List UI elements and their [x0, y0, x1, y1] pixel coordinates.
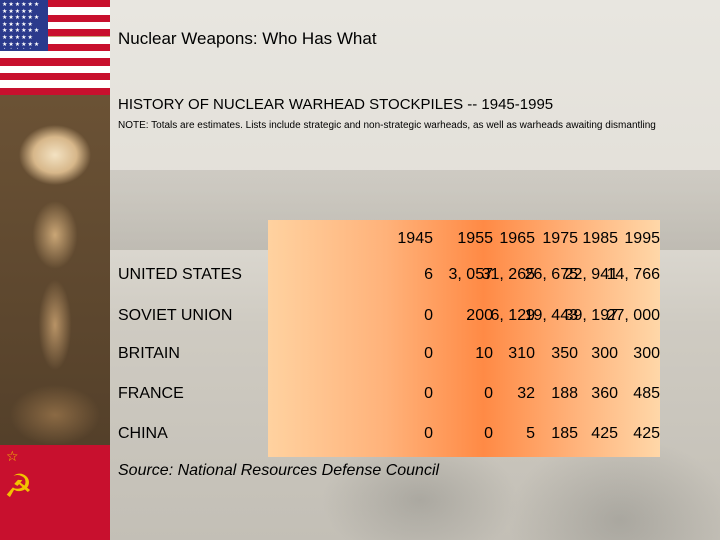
table-cell: 32 [517, 385, 535, 402]
year-header: 1975 [542, 230, 578, 247]
flag-canton: ★★★★★★ ★★★★★ ★★★★★★ ★★★★★ ★★★★★★ ★★★★★ ★… [0, 0, 48, 51]
year-header: 1985 [582, 230, 618, 247]
table-cell: 485 [633, 385, 660, 402]
table-cell: 6 [424, 266, 433, 283]
table-cell: 26, 675 [524, 266, 578, 283]
table-highlight [268, 220, 660, 457]
country-label: SOVIET UNION [118, 307, 233, 324]
table-cell: 5 [526, 425, 535, 442]
table-cell: 300 [591, 345, 618, 362]
table-cell: 425 [591, 425, 618, 442]
table-cell: 0 [424, 307, 433, 324]
table-row: UNITED STATES 6 3, 057 31, 265 26, 675 2… [118, 266, 663, 290]
table-cell: 310 [508, 345, 535, 362]
table-cell: 19, 443 [524, 307, 578, 324]
table-cell: 200 [466, 307, 493, 324]
source-note: Source: National Resources Defense Counc… [118, 462, 440, 479]
table-cell: 0 [484, 425, 493, 442]
soviet-star-icon: ☆ [6, 449, 19, 465]
table-header-row: 1945 1955 1965 1975 1985 1995 [118, 230, 663, 254]
table-row: BRITAIN 0 10 310 350 300 300 [118, 345, 663, 369]
year-header: 1965 [499, 230, 535, 247]
year-header: 1995 [624, 230, 660, 247]
flag-stars-icon: ★★★★★★ ★★★★★ ★★★★★★ ★★★★★ ★★★★★★ ★★★★★ ★… [2, 2, 41, 49]
table-cell: 425 [633, 425, 660, 442]
year-header: 1945 [397, 230, 433, 247]
table-cell: 0 [424, 345, 433, 362]
mushroom-cloud-image [0, 95, 110, 445]
country-label: BRITAIN [118, 345, 180, 362]
table-cell: 14, 766 [606, 266, 660, 283]
table-cell: 22, 941 [564, 266, 618, 283]
table-cell: 300 [633, 345, 660, 362]
table-cell: 0 [424, 425, 433, 442]
country-label: CHINA [118, 425, 168, 442]
country-label: UNITED STATES [118, 266, 242, 283]
table-cell: 10 [475, 345, 493, 362]
table-cell: 39, 197 [564, 307, 618, 324]
table-cell: 3, 057 [448, 266, 493, 283]
hammer-sickle-icon: ☭ [4, 467, 33, 505]
table-cell: 188 [551, 385, 578, 402]
slide-note: NOTE: Totals are estimates. Lists includ… [118, 120, 656, 131]
table-row: FRANCE 0 0 32 188 360 485 [118, 385, 663, 409]
table-cell: 27, 000 [606, 307, 660, 324]
table-cell: 360 [591, 385, 618, 402]
table-row: SOVIET UNION 0 200 6, 129 19, 443 39, 19… [118, 307, 663, 331]
us-flag-icon: ★★★★★★ ★★★★★ ★★★★★★ ★★★★★ ★★★★★★ ★★★★★ ★… [0, 0, 110, 95]
year-header: 1955 [457, 230, 493, 247]
table-cell: 185 [551, 425, 578, 442]
table-cell: 0 [484, 385, 493, 402]
table-cell: 6, 129 [490, 307, 535, 324]
table-cell: 0 [424, 385, 433, 402]
country-label: FRANCE [118, 385, 184, 402]
table-cell: 31, 265 [481, 266, 535, 283]
table-row: CHINA 0 0 5 185 425 425 [118, 425, 663, 449]
slide-subtitle: HISTORY OF NUCLEAR WARHEAD STOCKPILES --… [118, 96, 554, 113]
table-cell: 350 [551, 345, 578, 362]
slide-title: Nuclear Weapons: Who Has What [118, 29, 377, 48]
soviet-flag-icon: ☆ ☭ [0, 445, 110, 540]
